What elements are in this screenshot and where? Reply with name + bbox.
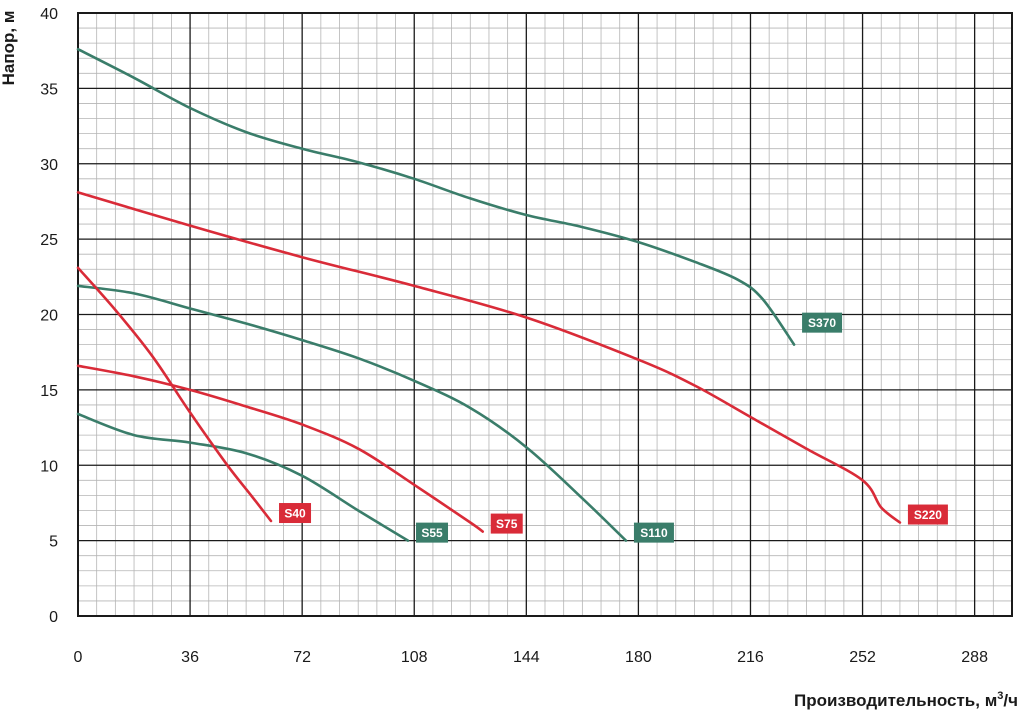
series-label-text: S40 — [284, 507, 306, 521]
x-tick-label: 180 — [625, 649, 652, 666]
y-tick-label: 30 — [40, 157, 58, 174]
x-tick-label: 144 — [513, 649, 540, 666]
x-tick-label: 288 — [961, 649, 988, 666]
series-label-box — [279, 503, 312, 524]
x-tick-label: 252 — [849, 649, 876, 666]
series-label-s55: S55 — [416, 522, 449, 543]
x-axis-title: Производительность, м3/ч — [794, 690, 1018, 710]
curve-s75 — [76, 364, 484, 533]
series-labels: S370 S220 S110 S75 S55 S40 — [279, 312, 948, 543]
series-label-s110: S110 — [633, 522, 674, 543]
series-label-text: S110 — [640, 526, 668, 540]
x-tick-label: 72 — [293, 649, 311, 666]
x-tick-label: 216 — [737, 649, 764, 666]
series-label-box — [907, 504, 948, 525]
series-label-box — [633, 522, 674, 543]
y-tick-label: 10 — [40, 458, 58, 475]
series-label-s370: S370 — [802, 312, 843, 333]
y-tick-label: 40 — [40, 6, 58, 23]
curve-s110 — [76, 284, 628, 542]
y-tick-label: 25 — [40, 232, 58, 249]
x-tick-label: 36 — [181, 649, 199, 666]
curve-s220 — [76, 191, 902, 524]
series-label-box — [490, 513, 523, 534]
series-label-text: S75 — [496, 517, 518, 531]
curve-s40 — [76, 266, 273, 523]
major-grid — [77, 12, 1012, 617]
y-tick-label: 5 — [49, 534, 58, 551]
y-axis-title: Напор, м — [0, 11, 18, 86]
series-label-text: S220 — [914, 508, 942, 522]
x-tick-label: 108 — [401, 649, 428, 666]
plot-border — [77, 12, 1013, 617]
series-label-box — [416, 522, 449, 543]
x-tick-labels: 0 36 72 108 144 180 216 252 288 — [74, 649, 989, 666]
series-label-s75: S75 — [490, 513, 523, 534]
series-label-text: S370 — [808, 316, 836, 330]
y-tick-label: 0 — [49, 609, 58, 626]
y-tick-label: 20 — [40, 308, 58, 325]
curve-s55 — [76, 412, 410, 542]
series-label-s220: S220 — [907, 504, 948, 525]
series-label-box — [802, 312, 843, 333]
series-label-s40: S40 — [279, 503, 312, 524]
x-tick-label: 0 — [74, 649, 83, 666]
curves — [76, 47, 902, 542]
y-tick-label: 15 — [40, 383, 58, 400]
curve-s370 — [76, 47, 796, 346]
series-label-text: S55 — [421, 526, 443, 540]
y-tick-labels: 0 5 10 15 20 25 30 35 40 — [40, 6, 58, 626]
y-tick-label: 35 — [40, 81, 58, 98]
